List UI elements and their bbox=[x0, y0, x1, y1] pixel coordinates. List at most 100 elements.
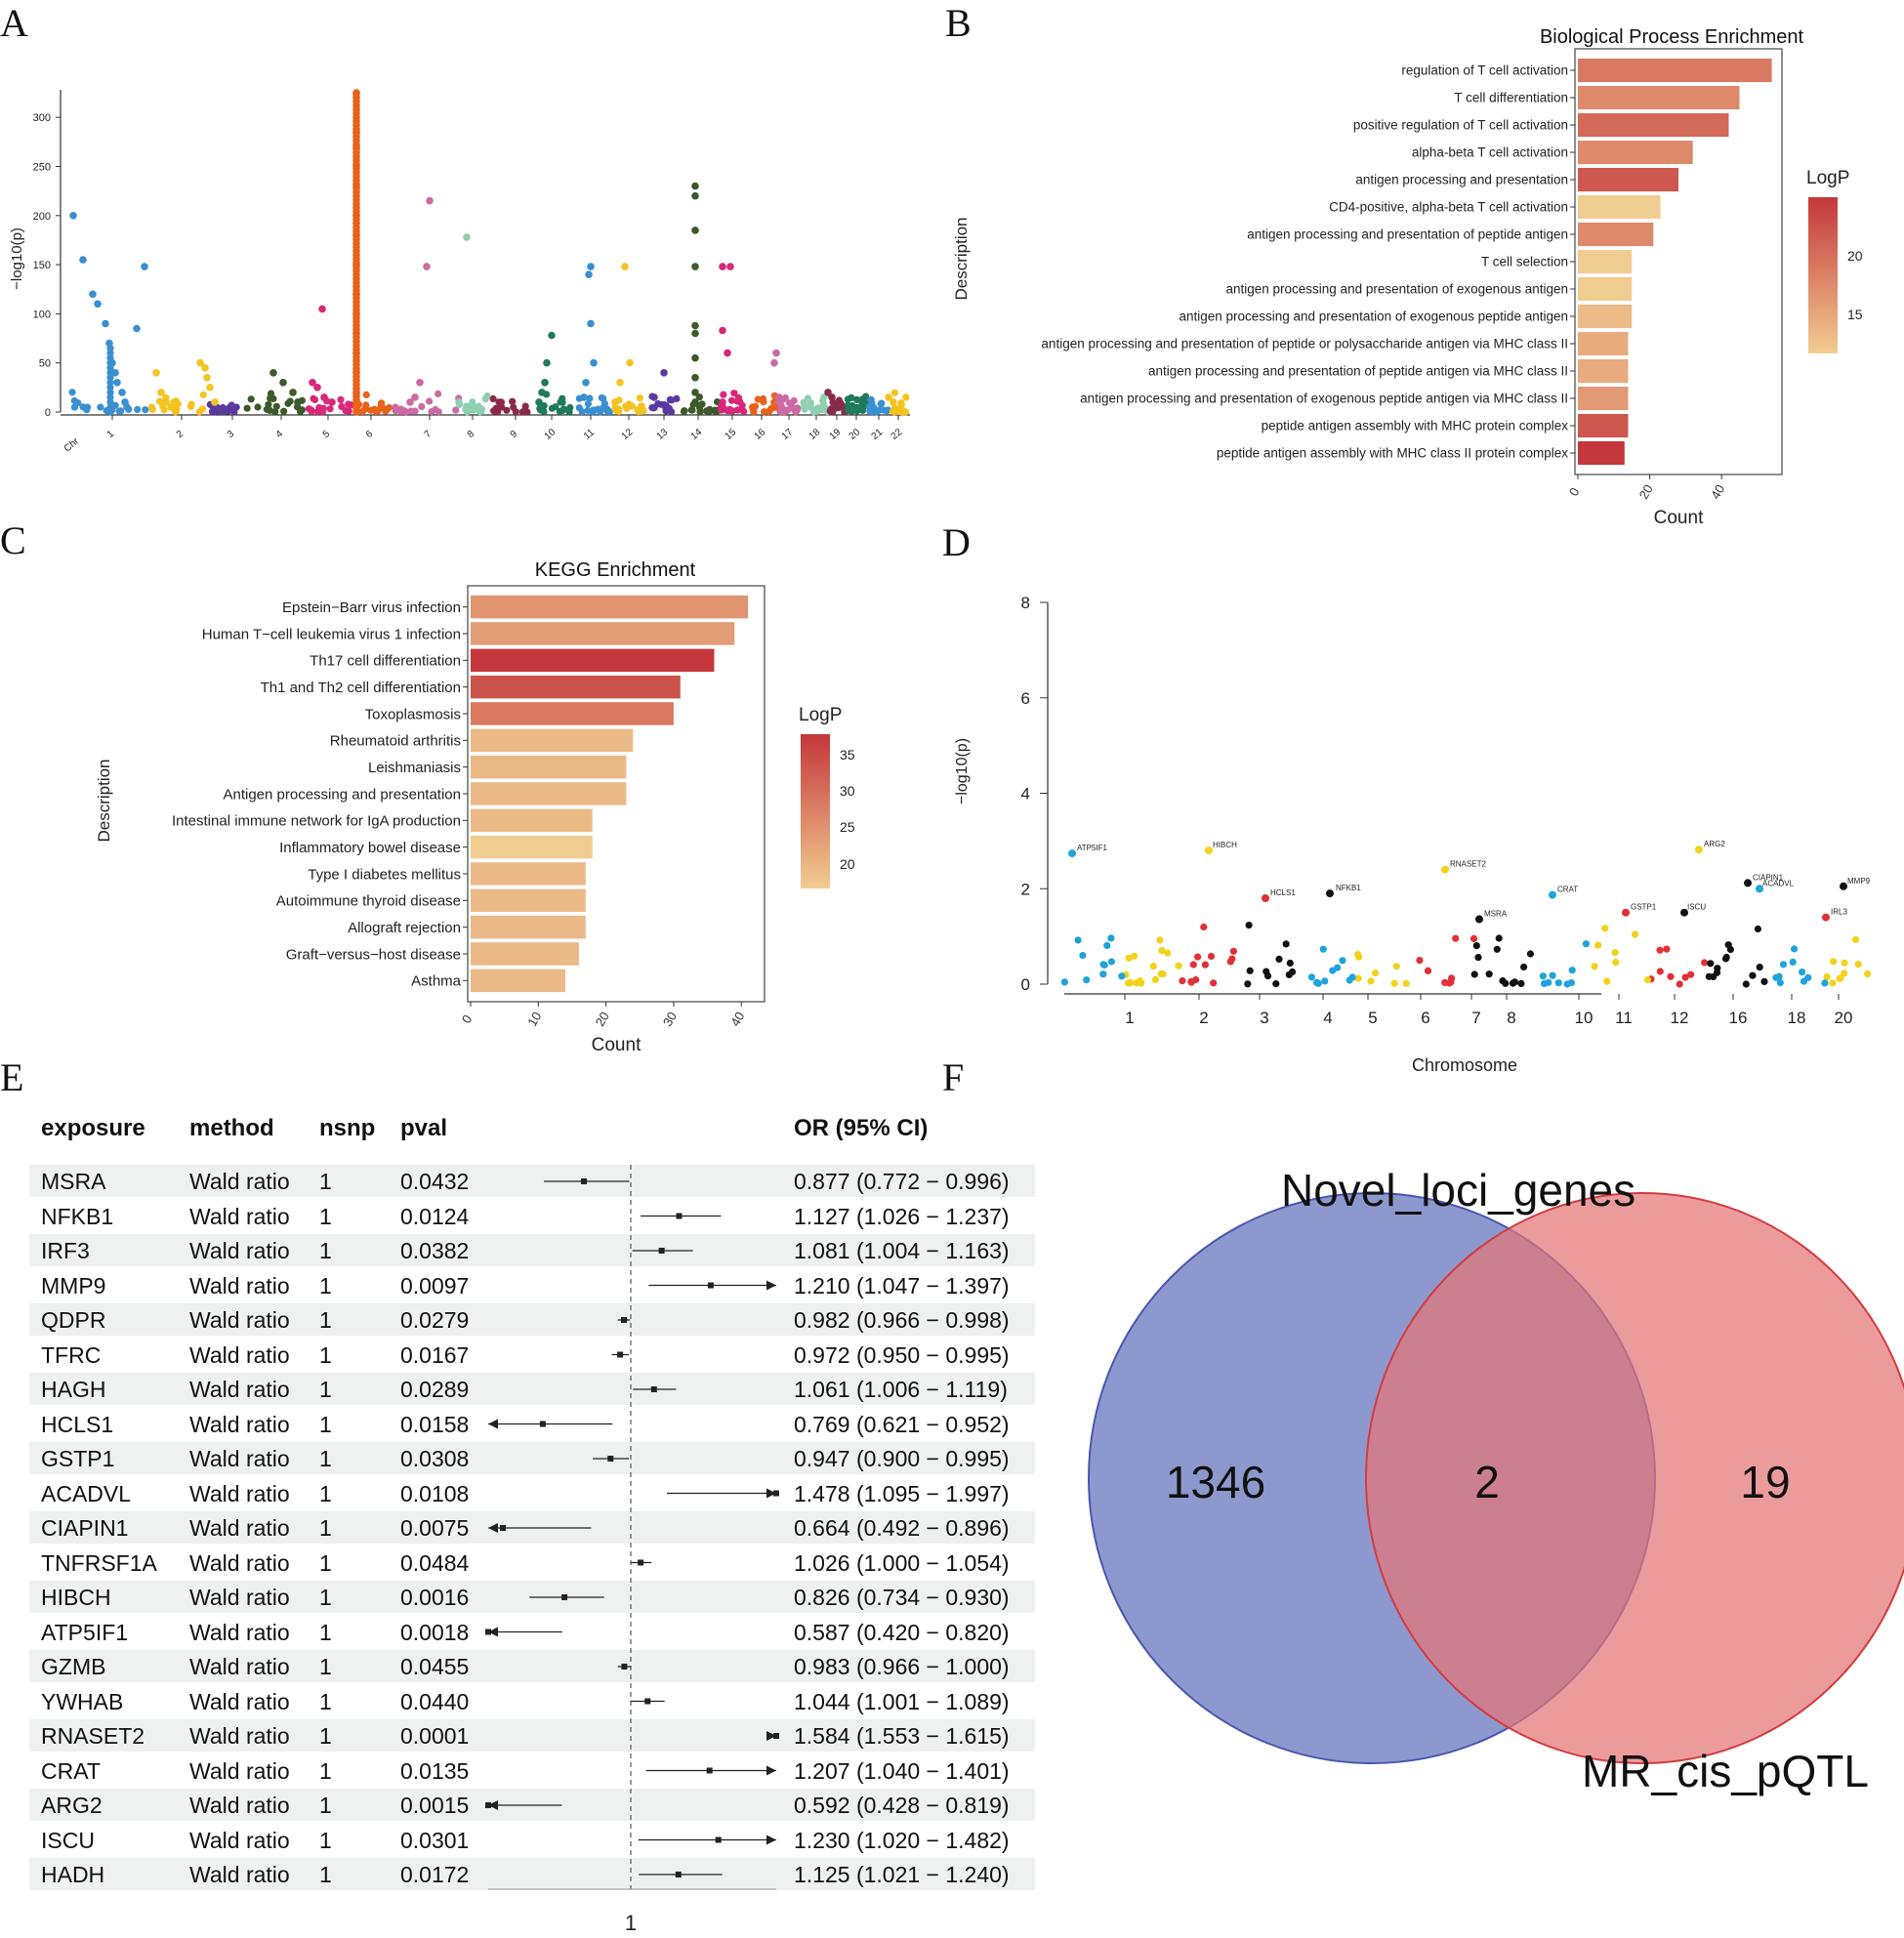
peak-point bbox=[279, 379, 287, 387]
x-tick-label: 30 bbox=[660, 1010, 680, 1029]
snp-point bbox=[345, 407, 352, 415]
table-row: CRAT Wald ratio 1 0.0135 1.207 (1.040 − 1.40… bbox=[29, 1754, 1035, 1787]
snp-point bbox=[844, 395, 851, 403]
snp-point bbox=[802, 403, 809, 411]
category-label-10: antigen processing and presentation of p… bbox=[1041, 337, 1568, 351]
cell-nsnp: 1 bbox=[319, 1688, 332, 1714]
gene-label-3: NFKB1 bbox=[1336, 884, 1361, 892]
snp-point bbox=[820, 393, 828, 401]
cell-exposure: RNASET2 bbox=[41, 1723, 145, 1749]
gene-point bbox=[1275, 955, 1283, 963]
x-tick-label-5: 5 bbox=[321, 429, 333, 440]
legend-tick-label: 25 bbox=[840, 819, 855, 835]
snp-point bbox=[407, 407, 415, 415]
gene-point bbox=[1107, 934, 1115, 942]
gene-label-7: GSTP1 bbox=[1631, 903, 1657, 912]
legend-tick-label: 15 bbox=[1847, 307, 1863, 322]
bar-5 bbox=[1578, 195, 1661, 220]
table-row: ACADVL Wald ratio 1 0.0108 1.478 (1.095 − 1.… bbox=[29, 1477, 1035, 1509]
estimate-tfrc bbox=[617, 1351, 624, 1358]
bar-3 bbox=[471, 675, 681, 699]
labeled-point-arg2 bbox=[1695, 845, 1703, 854]
x-tick-label: 10 bbox=[1575, 1009, 1594, 1027]
x-tick-label: 4 bbox=[1323, 1009, 1332, 1027]
gene-point bbox=[1079, 952, 1087, 960]
labeled-point-crat bbox=[1549, 890, 1556, 899]
snp-point bbox=[695, 393, 704, 401]
cell-or: 0.826 (0.734 − 0.930) bbox=[794, 1585, 1010, 1610]
cell-nsnp: 1 bbox=[319, 1862, 332, 1887]
category-label-13: Graft−versus−host disease bbox=[286, 946, 461, 963]
gene-point bbox=[1416, 957, 1424, 965]
gene-point bbox=[1591, 963, 1598, 970]
peak-point bbox=[206, 384, 214, 392]
cell-nsnp: 1 bbox=[319, 1203, 332, 1229]
gene-label-10: CIAPIN1 bbox=[1753, 873, 1784, 882]
bar-2 bbox=[1578, 113, 1729, 138]
peak-point bbox=[621, 263, 629, 270]
snp-point bbox=[537, 405, 545, 413]
gene-point bbox=[1676, 980, 1683, 988]
gene-point bbox=[1367, 977, 1375, 985]
gene-point bbox=[1705, 972, 1713, 980]
gene-point bbox=[1567, 979, 1575, 987]
category-label-8: antigen processing and presentation of e… bbox=[1225, 282, 1568, 297]
category-label-3: Th1 and Th2 cell differentiation bbox=[261, 680, 461, 696]
table-row: HADH Wald ratio 1 0.0172 1.125 (1.021 − 1.24… bbox=[29, 1858, 1035, 1890]
cell-method: Wald ratio bbox=[189, 1654, 290, 1679]
y-tick-label: 0 bbox=[45, 407, 51, 419]
snp-point bbox=[271, 408, 279, 416]
peak-point bbox=[541, 379, 549, 387]
x-tick-label: 3 bbox=[1260, 1009, 1268, 1027]
category-label-4: antigen processing and presentation bbox=[1355, 173, 1568, 187]
snp-point bbox=[280, 407, 288, 415]
snp-point bbox=[622, 402, 630, 410]
cell-pval: 0.0018 bbox=[400, 1619, 470, 1645]
category-label-6: antigen processing and presentation of p… bbox=[1247, 227, 1568, 242]
panel-label-d: D bbox=[942, 520, 971, 564]
gene-point bbox=[1179, 977, 1186, 985]
x-tick-label-1: 1 bbox=[105, 429, 117, 440]
snp-point bbox=[902, 393, 910, 401]
cell-method: Wald ratio bbox=[189, 1757, 290, 1784]
bar-4 bbox=[471, 702, 674, 725]
cell-pval: 0.0289 bbox=[400, 1377, 470, 1402]
chart-title: Biological Process Enrichment bbox=[1540, 26, 1804, 48]
gene-point bbox=[1100, 961, 1108, 969]
x-tick-label: 40 bbox=[1708, 482, 1727, 502]
gene-label-13: IRL3 bbox=[1831, 908, 1847, 917]
arrow-right bbox=[766, 1488, 776, 1499]
gene-point bbox=[1469, 934, 1478, 942]
gene-point bbox=[1667, 972, 1675, 980]
category-label-0: Epstein−Barr virus infection bbox=[282, 599, 461, 616]
overlap-count: 2 bbox=[1474, 1457, 1500, 1507]
y-axis-label: Description bbox=[95, 759, 113, 842]
snp-point bbox=[199, 391, 207, 398]
cell-exposure: TFRC bbox=[41, 1341, 102, 1368]
peak-point bbox=[411, 393, 419, 401]
snp-point bbox=[512, 408, 519, 416]
gene-label-4: RNASET2 bbox=[1450, 860, 1486, 869]
x-axis-label: Chromosome bbox=[1412, 1055, 1517, 1075]
labeled-point-iscu bbox=[1680, 908, 1688, 917]
snp-point bbox=[383, 406, 391, 414]
bar-5 bbox=[471, 728, 634, 753]
cell-pval: 0.0455 bbox=[400, 1654, 470, 1679]
bar-11 bbox=[1578, 359, 1629, 384]
snp-point bbox=[243, 404, 251, 412]
category-label-9: Inflammatory bowel disease bbox=[279, 840, 461, 856]
peak-point bbox=[582, 379, 590, 387]
arrow-left bbox=[488, 1523, 498, 1533]
x-tick-label: 16 bbox=[1729, 1009, 1748, 1027]
category-label-2: Th17 cell differentiation bbox=[310, 653, 461, 670]
cell-or: 0.664 (0.492 − 0.896) bbox=[794, 1515, 1010, 1541]
category-label-3: alpha-beta T cell activation bbox=[1412, 145, 1568, 160]
snp-point bbox=[565, 408, 573, 416]
bar-12 bbox=[471, 915, 586, 939]
estimate-hadh bbox=[675, 1872, 682, 1877]
gene-point bbox=[1099, 970, 1107, 978]
snp-point bbox=[247, 395, 255, 403]
x-tick-label: 12 bbox=[1671, 1009, 1689, 1027]
arrow-left bbox=[488, 1627, 498, 1637]
snp-point bbox=[503, 406, 511, 414]
